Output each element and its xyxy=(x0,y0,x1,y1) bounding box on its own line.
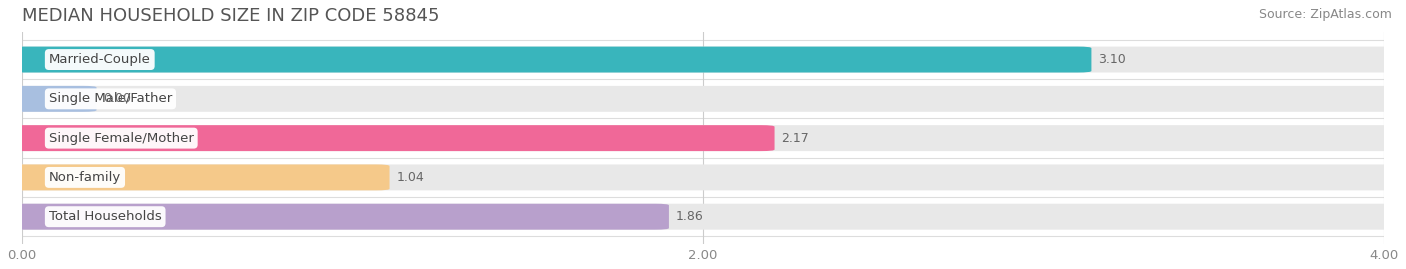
FancyBboxPatch shape xyxy=(8,86,1398,112)
Text: Non-family: Non-family xyxy=(49,171,121,184)
Text: 1.86: 1.86 xyxy=(676,210,703,223)
FancyBboxPatch shape xyxy=(8,47,1398,73)
FancyBboxPatch shape xyxy=(8,164,1398,190)
Text: Married-Couple: Married-Couple xyxy=(49,53,150,66)
FancyBboxPatch shape xyxy=(8,47,1091,73)
Text: 2.17: 2.17 xyxy=(782,132,808,145)
FancyBboxPatch shape xyxy=(8,204,669,230)
FancyBboxPatch shape xyxy=(8,204,1398,230)
Text: MEDIAN HOUSEHOLD SIZE IN ZIP CODE 58845: MEDIAN HOUSEHOLD SIZE IN ZIP CODE 58845 xyxy=(21,7,439,25)
FancyBboxPatch shape xyxy=(8,125,1398,151)
Text: Total Households: Total Households xyxy=(49,210,162,223)
Text: Single Male/Father: Single Male/Father xyxy=(49,92,172,105)
Text: 1.04: 1.04 xyxy=(396,171,425,184)
Text: Source: ZipAtlas.com: Source: ZipAtlas.com xyxy=(1258,8,1392,21)
Text: 0.00: 0.00 xyxy=(104,92,131,105)
Text: Single Female/Mother: Single Female/Mother xyxy=(49,132,194,145)
Text: 3.10: 3.10 xyxy=(1098,53,1126,66)
FancyBboxPatch shape xyxy=(8,86,97,112)
FancyBboxPatch shape xyxy=(8,164,389,190)
FancyBboxPatch shape xyxy=(8,125,775,151)
